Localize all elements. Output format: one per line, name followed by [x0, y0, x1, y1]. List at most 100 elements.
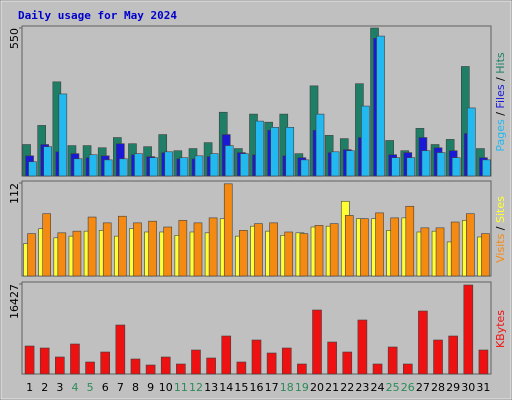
- y-tick-label: 16427: [8, 284, 21, 319]
- bar: [299, 233, 309, 277]
- bar: [344, 215, 354, 277]
- legend-entry: Files: [494, 84, 507, 108]
- x-tick-label: 19: [295, 381, 309, 394]
- x-tick-label: 28: [431, 381, 445, 394]
- x-tick-label: 4: [71, 381, 78, 394]
- bar: [451, 157, 461, 177]
- bar: [285, 126, 295, 177]
- bar: [55, 356, 65, 375]
- bar: [191, 349, 201, 375]
- bar: [164, 151, 174, 177]
- x-tick-label: 9: [147, 381, 154, 394]
- x-tick-label: 3: [56, 381, 63, 394]
- legend: KBytes: [494, 310, 507, 348]
- legend-entry: Hits: [494, 52, 507, 74]
- x-tick-label: 7: [117, 381, 124, 394]
- bar: [57, 232, 67, 277]
- bar: [405, 205, 415, 277]
- bar: [255, 120, 264, 177]
- x-tick-label: 16: [250, 381, 264, 394]
- bar: [223, 183, 233, 277]
- bar: [390, 217, 399, 277]
- legend-entry: Pages: [494, 119, 507, 152]
- bar: [149, 157, 158, 177]
- x-tick-label: 6: [102, 381, 109, 394]
- bar: [387, 346, 398, 375]
- bar: [43, 146, 52, 177]
- bar: [327, 341, 337, 375]
- bar: [194, 155, 204, 177]
- legend-separator: /: [494, 74, 507, 85]
- bar: [115, 324, 126, 375]
- x-tick-label: 12: [189, 381, 203, 394]
- bar: [284, 231, 294, 277]
- x-tick-label: 15: [234, 381, 248, 394]
- bar: [42, 213, 51, 277]
- bar: [466, 213, 475, 277]
- bar: [406, 157, 416, 177]
- bar: [163, 226, 173, 277]
- bar: [482, 159, 491, 177]
- bar: [345, 150, 355, 177]
- bar: [160, 356, 171, 375]
- bar: [402, 363, 413, 375]
- legend: Pages / Files / Hits: [494, 52, 507, 152]
- bar: [240, 153, 249, 177]
- x-tick-label: 27: [416, 381, 430, 394]
- bar: [179, 157, 189, 177]
- chart-title: Daily usage for May 2024: [18, 9, 177, 22]
- x-tick-label: 23: [355, 381, 369, 394]
- bar: [376, 35, 385, 177]
- bar: [193, 222, 203, 277]
- bar: [254, 223, 263, 277]
- bar: [221, 335, 232, 375]
- legend-entry: Sites: [494, 196, 507, 223]
- bar: [134, 153, 143, 177]
- x-tick-label: 11: [174, 381, 188, 394]
- bar: [209, 153, 219, 177]
- bar: [342, 351, 353, 375]
- x-tick-label: 31: [476, 381, 490, 394]
- bar: [148, 220, 157, 277]
- bar: [361, 105, 370, 177]
- bar: [481, 233, 490, 277]
- bar: [266, 352, 277, 375]
- bar: [239, 230, 248, 277]
- bar: [330, 151, 340, 177]
- bar: [418, 310, 428, 375]
- y-tick-label: 112: [8, 183, 21, 204]
- bar: [103, 159, 113, 177]
- bar: [450, 221, 460, 277]
- bar: [391, 157, 400, 177]
- bar: [27, 233, 36, 277]
- legend-entry: KBytes: [494, 310, 507, 348]
- bar: [145, 364, 156, 375]
- legend: Visits / Sites: [494, 196, 507, 263]
- bar: [176, 363, 186, 375]
- bar: [281, 347, 292, 375]
- bar: [58, 93, 68, 177]
- bar: [119, 158, 128, 177]
- bar: [72, 230, 82, 277]
- bar: [315, 113, 325, 177]
- bar: [300, 159, 310, 177]
- legend-separator: /: [494, 109, 507, 120]
- bar: [448, 335, 458, 375]
- bar: [130, 358, 141, 375]
- bar: [224, 145, 234, 177]
- x-tick-label: 5: [87, 381, 94, 394]
- x-tick-label: 2: [41, 381, 48, 394]
- x-tick-label: 24: [371, 381, 385, 394]
- x-tick-label: 17: [265, 381, 279, 394]
- bar: [297, 363, 307, 375]
- bar: [270, 126, 279, 177]
- bar: [178, 220, 188, 277]
- bar: [73, 158, 83, 177]
- bar: [39, 347, 50, 375]
- bar: [435, 227, 445, 277]
- bar: [329, 223, 339, 277]
- bar: [70, 343, 80, 375]
- x-tick-label: 18: [280, 381, 294, 394]
